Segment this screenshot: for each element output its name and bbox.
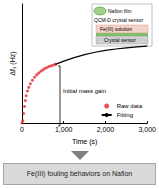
svg-text:Raw data: Raw data [117,103,143,109]
svg-text:1,000: 1,000 [55,126,73,133]
svg-text:Initial mass gain: Initial mass gain [63,88,106,94]
svg-text:Crystal sensor: Crystal sensor [104,37,136,43]
svg-text:Time (s): Time (s) [72,138,97,146]
html-text:Fe(III) fouling behaviors on N: Fe(III) fouling behaviors on Nafion [26,170,133,177]
svg-text:Δf₁ (Hz): Δf₁ (Hz) [9,51,17,75]
svg-text:QCM-D crystal sensor: QCM-D crystal sensor [94,17,144,23]
svg-text:Fitting: Fitting [117,112,133,118]
svg-text:0: 0 [20,126,24,133]
svg-text:3,000: 3,000 [138,126,156,133]
svg-text:Nafion film: Nafion film [108,8,132,14]
svg-text:Fe(III) solution: Fe(III) solution [100,26,132,32]
svg-text:2,000: 2,000 [97,126,115,133]
